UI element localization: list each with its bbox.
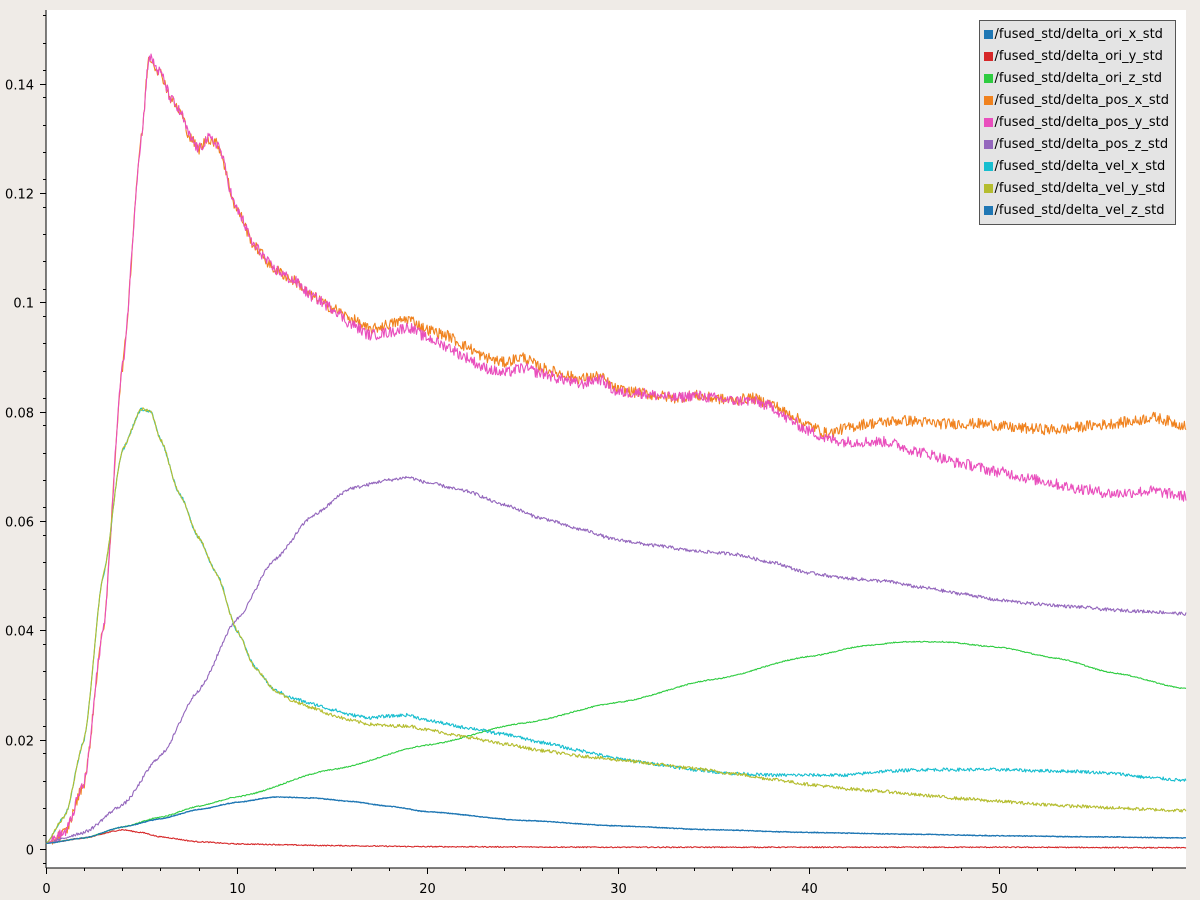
legend-label: /fused_std/delta_vel_y_std	[994, 180, 1166, 196]
y-tick-label: 0.06	[5, 516, 34, 531]
y-tick-label: 0	[26, 844, 34, 859]
series-line-2	[45, 828, 1187, 849]
series-lines	[45, 53, 1187, 849]
legend-label: /fused_std/delta_vel_x_std	[994, 158, 1166, 174]
y-tick-label: 0.14	[5, 79, 34, 94]
legend-label: /fused_std/delta_pos_z_std	[994, 136, 1169, 152]
legend-label: /fused_std/delta_pos_x_std	[994, 92, 1169, 108]
legend-swatch	[983, 205, 993, 215]
legend-label: /fused_std/delta_pos_y_std	[994, 114, 1169, 130]
axes: 0 0.02 0.04 0.06 0.08 0.1 0.12 0.14 0 10 20 30 40 50	[5, 10, 1186, 897]
y-tick-label: 0.12	[5, 188, 34, 203]
legend-label: /fused_std/delta_ori_z_std	[994, 70, 1163, 86]
legend-label: /fused_std/delta_ori_x_std	[994, 26, 1163, 42]
legend-item[interactable]: /fused_std/delta_ori_y_std	[983, 45, 1169, 67]
legend-item[interactable]: /fused_std/delta_ori_z_std	[983, 67, 1169, 89]
legend-item[interactable]: /fused_std/delta_pos_x_std	[983, 89, 1169, 111]
x-tick-label: 30	[610, 882, 627, 897]
legend-item[interactable]: /fused_std/delta_pos_z_std	[983, 133, 1169, 155]
legend-swatch	[983, 117, 993, 127]
legend-item[interactable]: /fused_std/delta_vel_y_std	[983, 177, 1169, 199]
legend-swatch	[983, 161, 993, 171]
series-line-3	[45, 640, 1187, 844]
x-tick-label: 10	[229, 882, 246, 897]
legend-item[interactable]: /fused_std/delta_vel_z_std	[983, 199, 1169, 221]
series-line-7	[45, 407, 1187, 844]
legend-swatch	[983, 183, 993, 193]
legend-swatch	[983, 29, 993, 39]
x-tick-label: 20	[419, 882, 436, 897]
x-tick-label: 50	[991, 882, 1008, 897]
series-line-9	[45, 796, 1187, 844]
x-tick-label: 0	[42, 882, 50, 897]
legend: /fused_std/delta_ori_x_std/fused_std/del…	[978, 20, 1176, 225]
legend-swatch	[983, 95, 993, 105]
legend-swatch	[983, 51, 993, 61]
y-tick-label: 0.08	[5, 407, 34, 422]
series-line-6	[45, 475, 1187, 844]
series-line-1	[45, 796, 1187, 844]
legend-swatch	[983, 73, 993, 83]
legend-item[interactable]: /fused_std/delta_pos_y_std	[983, 111, 1169, 133]
legend-item[interactable]: /fused_std/delta_ori_x_std	[983, 23, 1169, 45]
y-tick-label: 0.1	[13, 297, 34, 312]
series-line-8	[45, 407, 1187, 844]
y-tick-label: 0.04	[5, 625, 34, 640]
legend-label: /fused_std/delta_vel_z_std	[994, 202, 1165, 218]
legend-swatch	[983, 139, 993, 149]
legend-item[interactable]: /fused_std/delta_vel_x_std	[983, 155, 1169, 177]
x-tick-label: 40	[801, 882, 818, 897]
legend-label: /fused_std/delta_ori_y_std	[994, 48, 1163, 64]
series-line-5	[45, 53, 1187, 844]
y-tick-label: 0.02	[5, 735, 34, 750]
